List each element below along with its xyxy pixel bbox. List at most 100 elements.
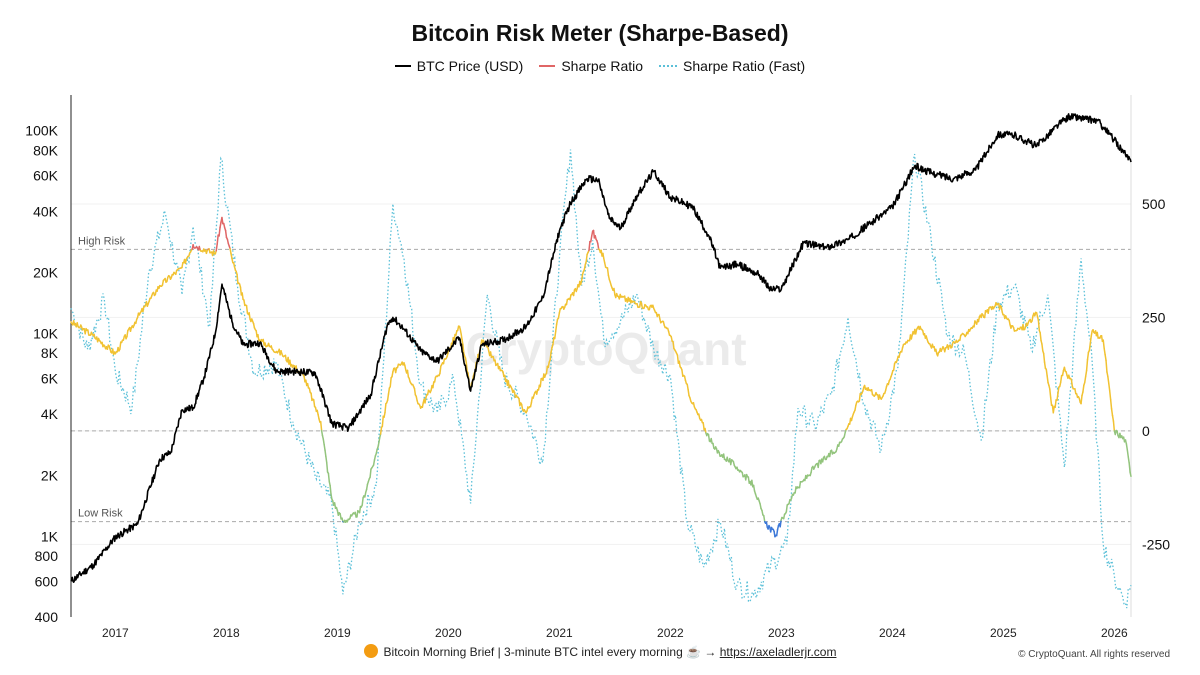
x-tick-label: 2024: [879, 626, 906, 640]
sharpe-segment: [1128, 462, 1131, 473]
legend-label-sharpe: Sharpe Ratio: [561, 58, 644, 74]
sharpe-segment: [1082, 384, 1085, 393]
sharpe-segment: [1088, 342, 1092, 352]
right-tick-label: 250: [1142, 309, 1166, 325]
sharpe-segment: [1057, 386, 1060, 395]
sharpe-segment: [1105, 359, 1108, 373]
reference-label: High Risk: [78, 235, 126, 247]
left-tick-label: 10K: [33, 326, 59, 342]
sharpe-segment: [1070, 378, 1074, 387]
sharpe-segment: [322, 438, 325, 446]
right-tick-label: 500: [1142, 196, 1166, 212]
sharpe-segment: [539, 377, 542, 388]
sharpe-segment: [1045, 368, 1048, 377]
legend-swatch-sharpe-fast: [659, 65, 678, 67]
sharpe-segment: [424, 397, 427, 404]
sharpe-segment: [710, 437, 713, 445]
footer-link[interactable]: https://axeladlerjr.com: [719, 645, 837, 659]
sharpe-segment: [465, 361, 468, 372]
sharpe-segment: [459, 328, 462, 335]
sharpe-segment: [379, 426, 383, 435]
x-tick-label: 2022: [657, 626, 684, 640]
sharpe-segment: [439, 365, 442, 375]
sharpe-segment: [1084, 369, 1088, 378]
sharpe-segment: [329, 484, 332, 495]
sharpe-segment: [1112, 420, 1116, 432]
sharpe-segment: [1127, 455, 1130, 464]
sharpe-segment: [547, 361, 550, 369]
sharpe-segment: [583, 263, 587, 271]
sharpe-segment: [461, 338, 464, 346]
left-tick-label: 80K: [33, 142, 59, 158]
sharpe-segment: [817, 459, 820, 469]
sharpe-segment: [453, 333, 456, 342]
sharpe-segment: [983, 309, 987, 319]
sharpe-segment: [87, 329, 90, 336]
sharpe-segment: [394, 367, 398, 374]
sharpe-segment: [1041, 343, 1044, 352]
sharpe-segment: [752, 484, 756, 492]
x-tick-label: 2026: [1101, 626, 1128, 640]
sharpe-segment: [552, 336, 555, 346]
sharpe-segment: [384, 403, 387, 414]
sharpe-segment: [333, 502, 337, 510]
sharpe-segment: [1106, 371, 1109, 378]
sharpe-segment: [389, 377, 392, 388]
x-tick-label: 2025: [990, 626, 1017, 640]
sharpe-segment: [1108, 382, 1111, 392]
sharpe-segment: [606, 267, 610, 277]
legend-item-sharpe: Sharpe Ratio: [539, 58, 643, 74]
btc-price-line: [70, 113, 1132, 583]
sharpe-segment: [1049, 396, 1053, 407]
sharpe-segment: [1074, 388, 1077, 395]
sharpe-segment: [1042, 352, 1046, 363]
sharpe-segment: [245, 304, 249, 314]
sharpe-segment: [339, 512, 342, 520]
sharpe-segment: [1102, 339, 1105, 350]
watermark: CryptoQuant: [465, 323, 746, 375]
footer-text: Bitcoin Morning Brief | 3-minute BTC int…: [383, 645, 717, 659]
sharpe-segment: [1022, 324, 1025, 331]
sharpe-segment: [1126, 448, 1129, 458]
sharpe-segment: [1108, 390, 1112, 401]
sharpe-segment: [550, 346, 553, 353]
sharpe-segment: [687, 388, 690, 397]
sharpe-segment: [216, 234, 219, 245]
left-tick-label: 6K: [41, 370, 59, 386]
sharpe-segment: [221, 216, 224, 225]
sharpe-segment: [775, 528, 779, 537]
sharpe-segment: [241, 292, 244, 301]
orange-circle-icon: [363, 644, 378, 658]
sharpe-segment: [759, 503, 762, 510]
left-tick-label: 600: [35, 573, 59, 589]
x-tick-label: 2021: [546, 626, 573, 640]
sharpe-segment: [1000, 306, 1003, 313]
sharpe-segment: [854, 404, 857, 411]
left-tick-label: 40K: [33, 203, 59, 219]
sharpe-segment: [229, 248, 232, 255]
sharpe-segment: [126, 329, 129, 338]
sharpe-segment: [325, 461, 329, 473]
sharpe-segment: [530, 396, 534, 404]
sharpe-segment: [1107, 375, 1110, 385]
sharpe-segment: [406, 369, 410, 378]
sharpe-segment: [1056, 392, 1059, 401]
sharpe-segment: [356, 509, 359, 518]
sharpe-segment: [987, 307, 990, 314]
x-tick-label: 2023: [768, 626, 795, 640]
sharpe-segment: [243, 299, 246, 307]
sharpe-segment: [892, 362, 896, 371]
legend-label-price: BTC Price (USD): [416, 58, 524, 74]
sharpe-segment: [1109, 398, 1113, 410]
legend-label-sharpe-fast: Sharpe Ratio (Fast): [683, 58, 806, 74]
sharpe-segment: [761, 509, 764, 516]
sharpe-segment: [569, 294, 572, 301]
sharpe-segment: [224, 229, 228, 239]
sharpe-segment: [779, 519, 782, 528]
sharpe-segment: [580, 273, 584, 282]
sharpe-segment: [565, 298, 569, 306]
sharpe-segment: [421, 401, 425, 409]
sharpe-segment: [602, 252, 605, 260]
